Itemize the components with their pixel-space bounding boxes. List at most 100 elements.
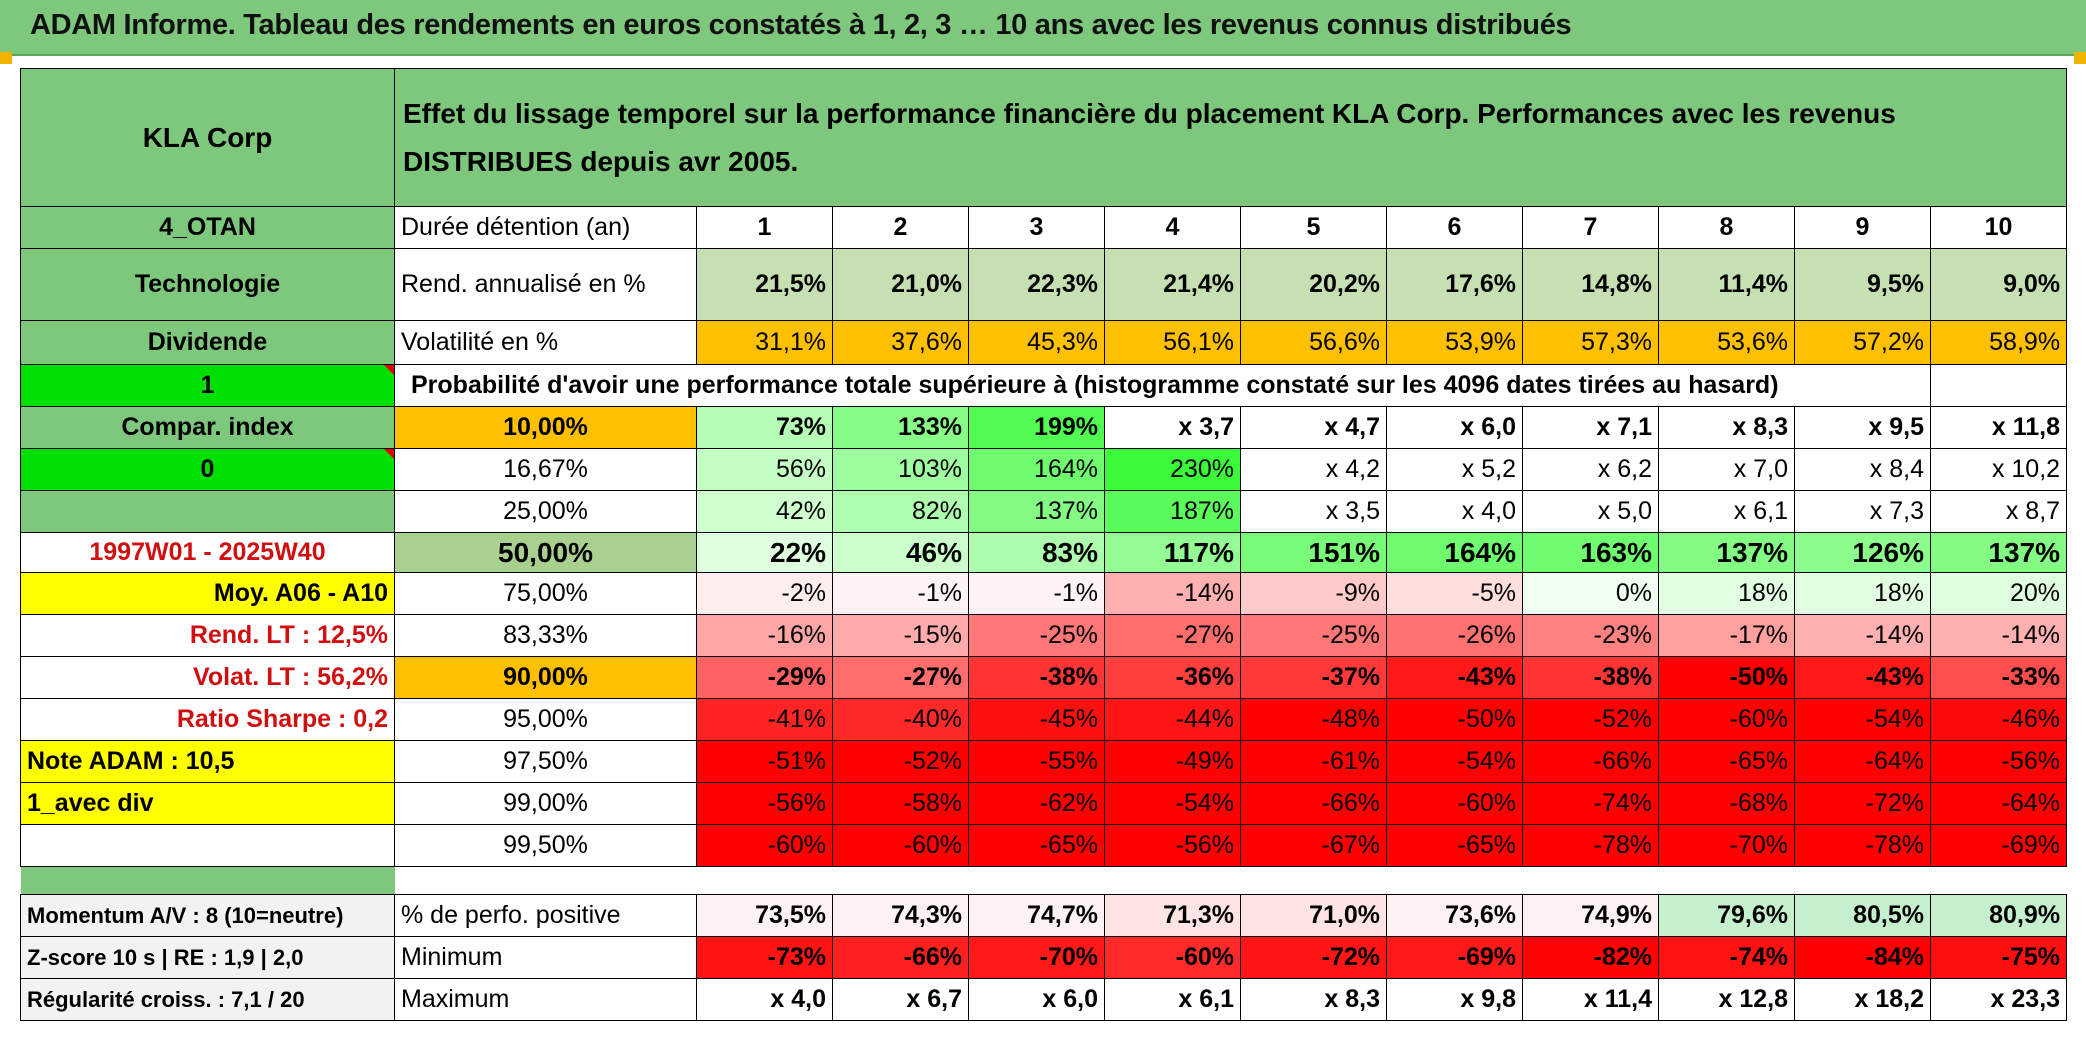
quantile-label: 75,00% bbox=[394, 572, 697, 615]
summary-value-cell: 74,9% bbox=[1522, 894, 1659, 937]
quantile-value-cell: 133% bbox=[832, 406, 969, 449]
quantile-value-cell: -61% bbox=[1240, 740, 1387, 783]
quantile-value-cell: 82% bbox=[832, 490, 969, 533]
summary-value-cell: -74% bbox=[1658, 936, 1795, 979]
quantile-value-cell: -43% bbox=[1794, 656, 1931, 699]
quantile-value-cell: 164% bbox=[1386, 532, 1523, 573]
quantile-value-cell: -50% bbox=[1386, 698, 1523, 741]
years-row: 4_OTAN Durée détention (an) 1 2 3 4 5 6 7 8 9 10 bbox=[20, 206, 2068, 249]
dividend-mode-cell: 1_avec div bbox=[20, 782, 395, 825]
year-header-cell: 1 bbox=[696, 206, 833, 249]
quantile-value-cell: -64% bbox=[1794, 740, 1931, 783]
quantile-value-cell: -27% bbox=[832, 656, 969, 699]
quantile-value-cell: -74% bbox=[1522, 782, 1659, 825]
quantile-value-cell: 151% bbox=[1240, 532, 1387, 573]
quantile-value-cell: x 3,7 bbox=[1104, 406, 1241, 449]
quantile-value-cell: -78% bbox=[1522, 824, 1659, 867]
quantile-value-cell: -70% bbox=[1658, 824, 1795, 867]
quantile-value-cell: 126% bbox=[1794, 532, 1931, 573]
quantile-value-cell: 56% bbox=[696, 448, 833, 491]
performance-table: KLA Corp Effet du lissage temporel sur l… bbox=[20, 68, 2068, 1021]
empty-cell bbox=[1929, 364, 2068, 407]
volat-value-cell: 53,9% bbox=[1386, 320, 1523, 365]
quantile-value-cell: -65% bbox=[1658, 740, 1795, 783]
quantile-value-cell: -69% bbox=[1929, 824, 2068, 867]
quantile-value-cell: -29% bbox=[696, 656, 833, 699]
quantile-value-cell: x 8,4 bbox=[1794, 448, 1931, 491]
quantile-value-cell: -40% bbox=[832, 698, 969, 741]
quantile-value-cell: x 5,0 bbox=[1522, 490, 1659, 533]
quantile-value-cell: -60% bbox=[1386, 782, 1523, 825]
quantile-value-cell: x 7,0 bbox=[1658, 448, 1795, 491]
average-label-cell: Moy. A06 - A10 bbox=[20, 572, 395, 615]
summary-value-cell: x 18,2 bbox=[1794, 978, 1931, 1021]
quantile-value-cell: -56% bbox=[696, 782, 833, 825]
quantile-value-cell: -45% bbox=[968, 698, 1105, 741]
quantile-value-cell: 117% bbox=[1104, 532, 1241, 573]
quantile-label: 97,50% bbox=[394, 740, 697, 783]
probability-title-row: 1 Probabilité d'avoir une performance to… bbox=[20, 364, 2068, 407]
summary-row: Z-score 10 s | RE : 1,9 | 2,0 Minimum -73%… bbox=[20, 936, 2068, 979]
summary-value-cell: -66% bbox=[832, 936, 969, 979]
quantile-row: Rend. LT : 12,5% 83,33% -16% -15% -25% -27% -2… bbox=[20, 614, 2068, 657]
rend-value-cell: 21,0% bbox=[832, 248, 969, 321]
summary-value-cell: -70% bbox=[968, 936, 1105, 979]
year-header-cell: 5 bbox=[1240, 206, 1387, 249]
rend-label: Rend. annualisé en % bbox=[394, 248, 697, 321]
probability-title: Probabilité d'avoir une performance tota… bbox=[394, 364, 1931, 407]
quantile-label: 99,50% bbox=[394, 824, 697, 867]
quantile-value-cell: -14% bbox=[1929, 614, 2068, 657]
summary-value-cell: 71,3% bbox=[1104, 894, 1241, 937]
quantile-value-cell: x 9,5 bbox=[1794, 406, 1931, 449]
volat-value-cell: 56,1% bbox=[1104, 320, 1241, 365]
quantile-value-cell: -66% bbox=[1522, 740, 1659, 783]
quantile-row: Compar. index 10,00% 73% 133% 199% x 3,7 x 4,7… bbox=[20, 406, 2068, 449]
quantile-label: 25,00% bbox=[394, 490, 697, 533]
quantile-value-cell: 20% bbox=[1929, 572, 2068, 615]
quantile-value-cell: -54% bbox=[1386, 740, 1523, 783]
quantile-value-cell: -14% bbox=[1104, 572, 1241, 615]
quantile-value-cell: -56% bbox=[1104, 824, 1241, 867]
quantile-row: 99,50% -60% -60% -65% -56% -67% -65% -78% -70% -7… bbox=[20, 824, 2068, 867]
summary-value-cell: x 6,1 bbox=[1104, 978, 1241, 1021]
quantile-value-cell: -56% bbox=[1929, 740, 2068, 783]
summary-value-cell: -84% bbox=[1794, 936, 1931, 979]
quantile-value-cell: -60% bbox=[832, 824, 969, 867]
quantile-value-cell: -38% bbox=[1522, 656, 1659, 699]
index-value-cell[interactable]: 0 bbox=[20, 448, 395, 491]
summary-value-cell: 80,9% bbox=[1929, 894, 2068, 937]
report-title: ADAM Informe. Tableau des rendements en … bbox=[30, 9, 1572, 41]
rend-value-cell: 20,2% bbox=[1240, 248, 1387, 321]
quantile-value-cell: 73% bbox=[696, 406, 833, 449]
quantile-value-cell: -1% bbox=[968, 572, 1105, 615]
summary-value-cell: 79,6% bbox=[1658, 894, 1795, 937]
quantile-value-cell: x 7,1 bbox=[1522, 406, 1659, 449]
flag-value-cell[interactable]: 1 bbox=[20, 364, 395, 407]
year-header-cell: 6 bbox=[1386, 206, 1523, 249]
quantile-value-cell: -17% bbox=[1658, 614, 1795, 657]
quantile-row: 1997W01 - 2025W40 50,00% 22% 46% 83% 117% 151%… bbox=[20, 532, 2068, 573]
code-cell: 4_OTAN bbox=[20, 206, 395, 249]
quantile-value-cell: 164% bbox=[968, 448, 1105, 491]
quantile-value-cell: -52% bbox=[832, 740, 969, 783]
quantile-value-cell: -65% bbox=[1386, 824, 1523, 867]
frame-corner-marker bbox=[0, 52, 12, 64]
quantile-value-cell: -36% bbox=[1104, 656, 1241, 699]
rend-value-cell: 9,0% bbox=[1929, 248, 2068, 321]
rend-value-cell: 9,5% bbox=[1794, 248, 1931, 321]
year-header-cell: 3 bbox=[968, 206, 1105, 249]
quantile-value-cell: -60% bbox=[696, 824, 833, 867]
quantile-value-cell: -48% bbox=[1240, 698, 1387, 741]
quantile-value-cell: -25% bbox=[968, 614, 1105, 657]
quantile-row: Moy. A06 - A10 75,00% -2% -1% -1% -14% -9% -5% 0… bbox=[20, 572, 2068, 615]
quantile-value-cell: -16% bbox=[696, 614, 833, 657]
quantile-value-cell: -65% bbox=[968, 824, 1105, 867]
quantile-value-cell: -44% bbox=[1104, 698, 1241, 741]
quantile-value-cell: -58% bbox=[832, 782, 969, 825]
year-header-cell: 8 bbox=[1658, 206, 1795, 249]
sharpe-ratio-cell: Ratio Sharpe : 0,2 bbox=[20, 698, 395, 741]
quantile-value-cell: x 8,7 bbox=[1929, 490, 2068, 533]
quantile-value-cell: -14% bbox=[1794, 614, 1931, 657]
quantile-value-cell: 18% bbox=[1794, 572, 1931, 615]
volat-value-cell: 56,6% bbox=[1240, 320, 1387, 365]
